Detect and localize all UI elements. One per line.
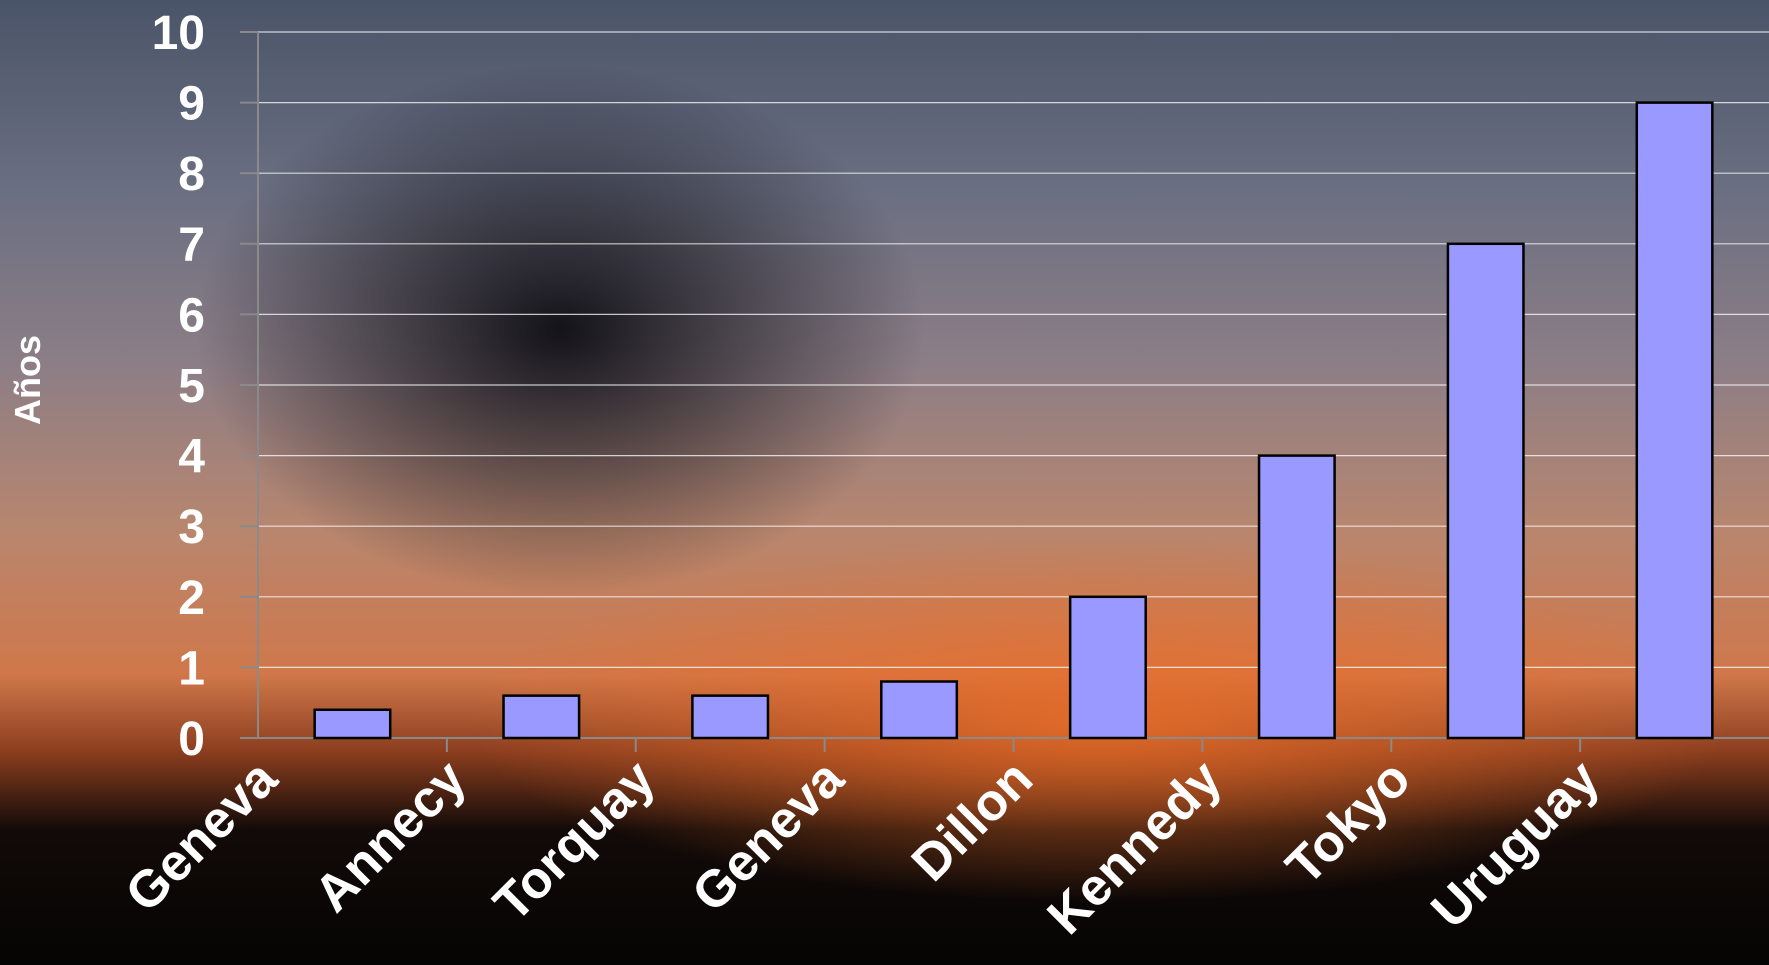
x-tick-label: Geneva xyxy=(681,749,856,924)
x-tick-label: Dillon xyxy=(901,749,1044,892)
bar-uruguay-8 xyxy=(1635,101,1714,740)
y-tick-label: 0 xyxy=(178,713,205,766)
x-tick-label: Annecy xyxy=(304,749,478,923)
y-tick-label: 3 xyxy=(178,501,205,554)
y-tick-label: 7 xyxy=(178,219,205,272)
y-axis-title: Años xyxy=(7,335,48,425)
bar-torquay-3 xyxy=(691,694,770,740)
bars xyxy=(313,101,1714,740)
bar-geneva-4 xyxy=(880,680,959,740)
x-tick-label: Torquay xyxy=(483,749,666,932)
gridlines xyxy=(258,31,1769,669)
x-tick-label: Tokyo xyxy=(1275,749,1422,896)
bar-geneva-1 xyxy=(313,708,392,740)
y-tick-label: 8 xyxy=(178,148,205,201)
y-tick-label: 2 xyxy=(178,572,205,625)
y-tick-label: 10 xyxy=(152,7,205,60)
y-tick-label: 9 xyxy=(178,78,205,131)
x-tick-label: Geneva xyxy=(115,749,290,924)
x-tick-label: Uruguay xyxy=(1420,749,1610,939)
y-tick-label: 5 xyxy=(178,360,205,413)
y-tick-labels: 0 1 2 3 4 5 6 7 8 9 10 xyxy=(152,7,206,766)
bar-dillon-5 xyxy=(1068,595,1147,740)
y-tick-label: 4 xyxy=(178,431,205,484)
y-tick-label: 6 xyxy=(178,289,205,342)
bar-tokyo-7 xyxy=(1446,242,1525,740)
bar-kennedy-6 xyxy=(1257,454,1336,740)
x-tick-label: Kennedy xyxy=(1037,749,1233,945)
axes xyxy=(240,31,1769,752)
y-tick-label: 1 xyxy=(178,642,205,695)
bar-annecy-2 xyxy=(502,694,581,740)
